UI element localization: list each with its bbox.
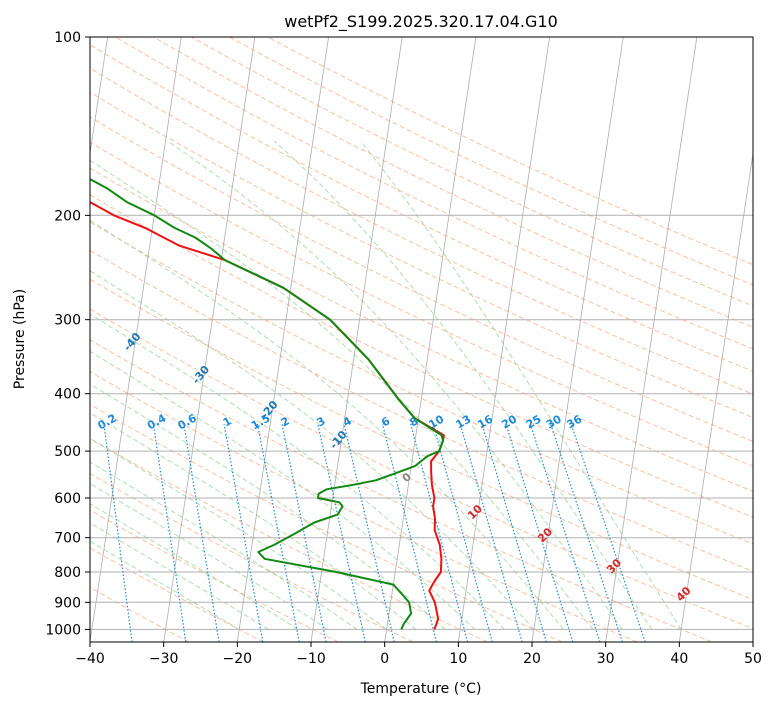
isotherm-line — [236, 37, 329, 642]
x-tick-label: −10 — [296, 651, 326, 667]
x-tick-label: −20 — [223, 651, 253, 667]
moist-adiabat — [167, 140, 623, 630]
isotherm-line — [531, 37, 624, 642]
mixing-ratio-label: 0.1 — [49, 411, 72, 432]
y-tick-label: 900 — [54, 595, 81, 611]
plot-frame — [89, 36, 754, 643]
dry-adiabat — [229, 37, 753, 286]
moist-adiabat — [90, 412, 417, 630]
isotherm-label: -50 — [55, 280, 78, 304]
dry-adiabat — [90, 278, 753, 601]
background-lines — [90, 37, 753, 642]
moist-adiabat — [90, 482, 328, 630]
isotherm-line — [310, 37, 403, 642]
isotherm-line — [605, 37, 698, 642]
dry-adiabat — [90, 221, 753, 545]
sounding-traces — [90, 177, 445, 630]
moist-adiabat — [90, 503, 299, 630]
y-tick-label: 300 — [54, 313, 81, 329]
mixing-ratio-line — [505, 423, 574, 642]
moist-adiabat — [90, 270, 535, 630]
moist-adiabat — [90, 159, 594, 630]
dry-adiabat — [90, 67, 753, 395]
x-tick-label: −40 — [75, 651, 105, 667]
axes: −40 −30 −20 −10 0 10 20 30 40 50 100 200 300 400 500 60… — [45, 30, 762, 667]
dry-adiabat — [191, 37, 753, 307]
mixing-ratio-line — [432, 423, 493, 642]
dry-adiabat — [115, 37, 753, 350]
isotherm-label: -60 — [0, 237, 11, 261]
moist-adiabat — [90, 522, 269, 630]
x-axis-title: Temperature (°C) — [360, 681, 482, 697]
y-tick-label: 700 — [54, 531, 81, 547]
isotherm-line — [678, 150, 753, 642]
dry-adiabat — [90, 44, 753, 372]
y-tick-label: 400 — [54, 387, 81, 403]
y-tick-label: 1000 — [45, 622, 81, 638]
x-tick-label: −30 — [149, 651, 179, 667]
isotherm-line — [90, 37, 108, 157]
y-tick-label: 800 — [54, 565, 81, 581]
x-tick-label: 40 — [670, 651, 688, 667]
dry-adiabat — [90, 116, 753, 443]
moist-adiabat — [274, 140, 653, 630]
mixing-ratio-line — [410, 423, 469, 642]
mixing-ratio-line — [381, 423, 437, 642]
y-axis-title: Pressure (hPa) — [12, 289, 28, 389]
x-tick-label: 30 — [597, 651, 615, 667]
isotherm-line — [457, 37, 550, 642]
dry-adiabat — [90, 509, 339, 642]
dry-adiabat — [267, 37, 753, 266]
dry-adiabat — [90, 249, 753, 572]
mixing-ratio-line — [481, 423, 547, 642]
y-tick-label: 100 — [54, 30, 81, 46]
moist-adiabat — [90, 437, 387, 630]
mixing-ratio-line — [459, 423, 523, 642]
dry-adiabat — [90, 437, 488, 642]
isotherm-line — [163, 37, 256, 642]
isotherm-line — [752, 639, 753, 642]
y-tick-label: 200 — [54, 208, 81, 224]
mixing-ratio-line — [103, 423, 133, 642]
x-tick-label: 10 — [449, 651, 467, 667]
moist-adiabat — [90, 461, 358, 630]
dry-adiabat — [90, 473, 414, 642]
moist-adiabat — [90, 350, 476, 630]
x-tick-label: 50 — [744, 651, 762, 667]
y-tick-label: 600 — [54, 491, 81, 507]
moist-adiabat — [90, 313, 505, 630]
dry-adiabat — [90, 167, 753, 492]
moist-adiabat — [90, 383, 446, 630]
isotherm-line — [384, 37, 477, 642]
x-tick-label: 0 — [380, 651, 389, 667]
dewpoint-trace — [90, 177, 444, 630]
plot-background — [90, 37, 753, 642]
mixing-ratio-line — [343, 423, 395, 642]
x-tick-label: 20 — [523, 651, 541, 667]
isotherm-line — [90, 37, 182, 642]
mixing-ratio-line — [317, 423, 366, 642]
chart-title: wetPf2_S199.2025.320.17.04.G10 — [284, 12, 558, 32]
y-tick-label: 500 — [54, 444, 81, 460]
moist-adiabat — [90, 219, 564, 630]
